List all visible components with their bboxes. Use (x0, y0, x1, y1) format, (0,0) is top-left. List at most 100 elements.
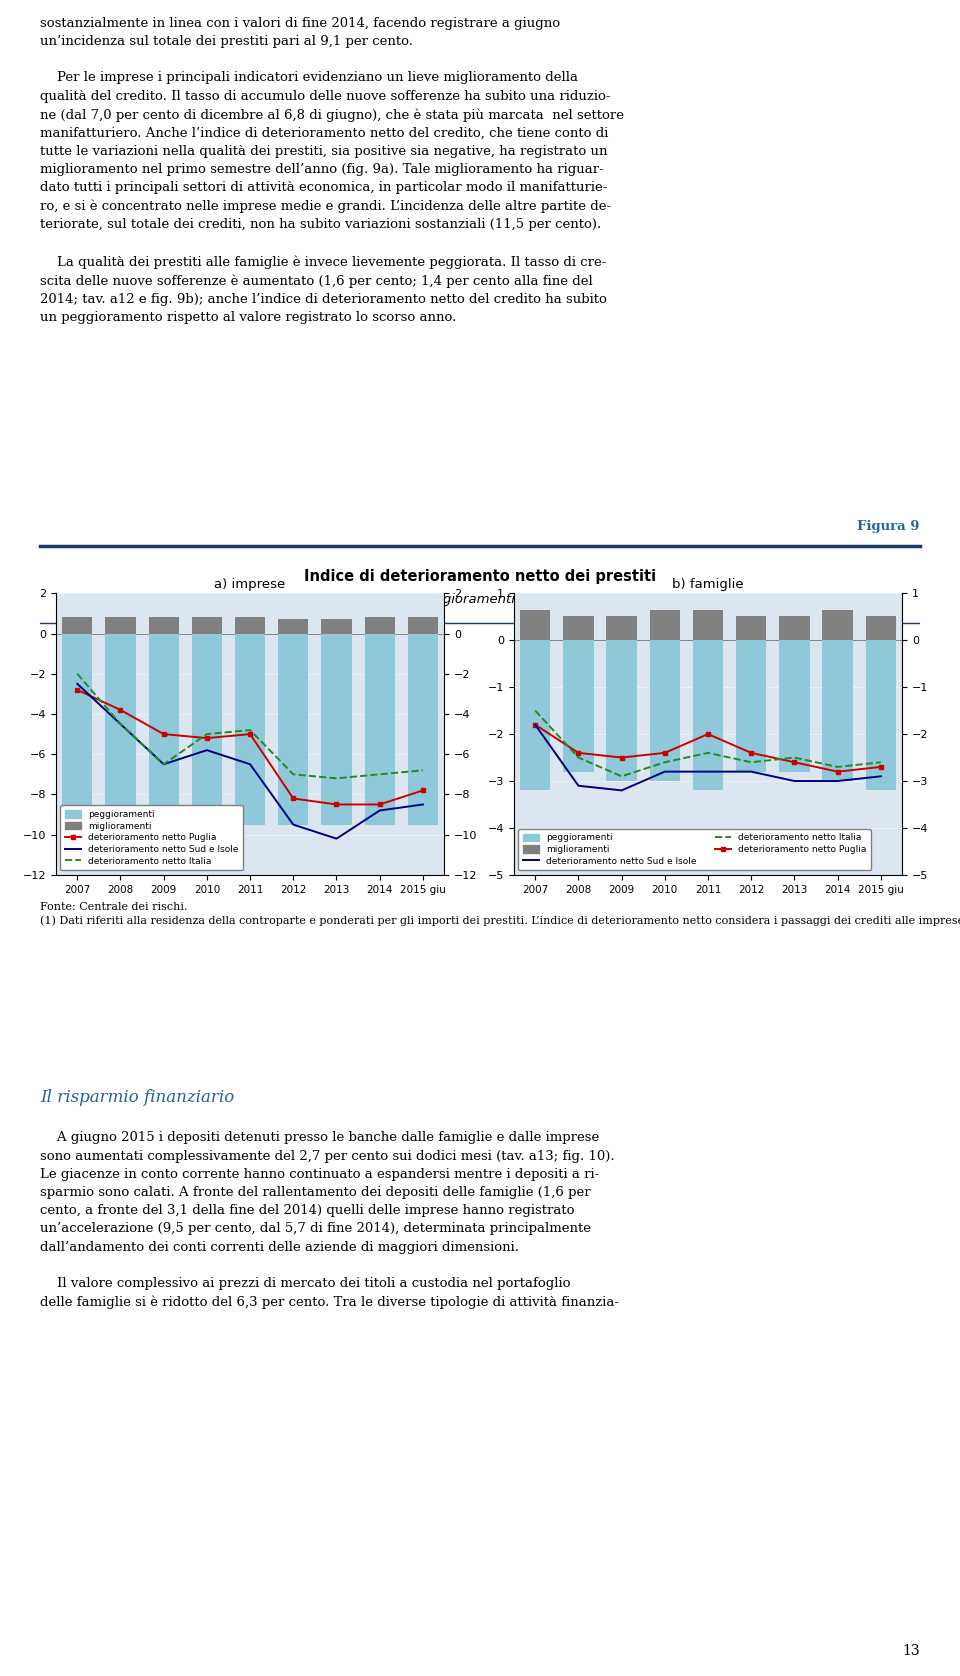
Bar (322, 634, 351, 825)
deterioramento netto Sud e Isole (660, 761, 671, 781)
Bar (192, 617, 222, 634)
deterioramento netto Sud e Isole (288, 815, 300, 835)
deterioramento netto Puglia (71, 680, 83, 701)
deterioramento netto Sud e Isole (572, 776, 584, 796)
Text: Fonte: Centrale dei rischi.
(1) Dati riferiti alla residenza della controparte e: Fonte: Centrale dei rischi. (1) Dati rif… (40, 902, 960, 925)
Text: 13: 13 (902, 1644, 920, 1658)
deterioramento netto Sud e Isole (115, 714, 127, 734)
deterioramento netto Italia (530, 701, 541, 721)
Line: deterioramento netto Puglia: deterioramento netto Puglia (533, 722, 883, 774)
Bar (235, 634, 265, 825)
deterioramento netto Puglia (157, 724, 169, 744)
Bar (278, 620, 308, 634)
Bar (607, 640, 636, 781)
Text: Indice di deterioramento netto dei prestiti: Indice di deterioramento netto dei prest… (304, 570, 656, 583)
deterioramento netto Puglia (530, 714, 541, 734)
Bar (693, 610, 723, 640)
deterioramento netto Sud e Isole (244, 754, 255, 774)
deterioramento netto Italia (660, 753, 671, 773)
Bar (736, 640, 766, 771)
deterioramento netto Italia (703, 742, 714, 763)
deterioramento netto Puglia (115, 701, 127, 721)
Bar (520, 610, 550, 640)
Bar (564, 615, 593, 640)
Bar (823, 640, 852, 781)
deterioramento netto Sud e Isole (703, 761, 714, 781)
deterioramento netto Italia (244, 721, 255, 741)
Bar (564, 640, 593, 771)
Line: deterioramento netto Italia: deterioramento netto Italia (77, 674, 422, 778)
Text: Il risparmio finanziario: Il risparmio finanziario (40, 1089, 234, 1106)
deterioramento netto Italia (373, 764, 385, 784)
Bar (106, 617, 135, 634)
Bar (192, 634, 222, 825)
Legend: peggioramenti, miglioramenti, deterioramento netto Sud e Isole, deterioramento n: peggioramenti, miglioramenti, deterioram… (518, 830, 871, 870)
deterioramento netto Puglia (703, 724, 714, 744)
Bar (408, 617, 438, 634)
Bar (235, 617, 265, 634)
deterioramento netto Italia (572, 747, 584, 768)
deterioramento netto Puglia (373, 794, 385, 815)
Bar (408, 634, 438, 825)
Bar (607, 615, 636, 640)
deterioramento netto Puglia (330, 794, 342, 815)
deterioramento netto Sud e Isole (157, 754, 169, 774)
deterioramento netto Sud e Isole (71, 674, 83, 694)
Text: Figura 9: Figura 9 (857, 520, 920, 533)
Bar (149, 634, 179, 825)
deterioramento netto Italia (202, 724, 213, 744)
deterioramento netto Puglia (660, 742, 671, 763)
deterioramento netto Italia (288, 764, 300, 784)
Bar (736, 615, 766, 640)
deterioramento netto Puglia (876, 758, 887, 778)
deterioramento netto Italia (832, 758, 844, 778)
Bar (365, 617, 395, 634)
Bar (365, 634, 395, 825)
Bar (62, 634, 92, 825)
Line: deterioramento netto Sud e Isole: deterioramento netto Sud e Isole (77, 684, 422, 838)
Bar (278, 634, 308, 825)
deterioramento netto Italia (616, 766, 628, 786)
Bar (62, 617, 92, 634)
Bar (693, 640, 723, 791)
Bar (650, 610, 680, 640)
deterioramento netto Puglia (288, 788, 300, 808)
Bar (322, 620, 351, 634)
deterioramento netto Sud e Isole (417, 794, 428, 815)
Bar (106, 634, 135, 825)
Bar (823, 610, 852, 640)
Bar (650, 640, 680, 781)
deterioramento netto Italia (417, 761, 428, 781)
deterioramento netto Italia (789, 747, 801, 768)
deterioramento netto Puglia (417, 781, 428, 801)
Bar (866, 640, 896, 791)
deterioramento netto Italia (71, 664, 83, 684)
deterioramento netto Italia (746, 753, 757, 773)
Line: deterioramento netto Sud e Isole: deterioramento netto Sud e Isole (536, 724, 881, 791)
deterioramento netto Puglia (616, 747, 628, 768)
deterioramento netto Sud e Isole (330, 828, 342, 848)
Text: (miglioramenti-peggioramenti; valori percentuali): (miglioramenti-peggioramenti; valori per… (316, 593, 644, 607)
deterioramento netto Puglia (202, 727, 213, 747)
deterioramento netto Puglia (244, 724, 255, 744)
Title: a) imprese: a) imprese (214, 578, 286, 590)
deterioramento netto Puglia (746, 742, 757, 763)
Bar (780, 640, 809, 771)
Bar (866, 615, 896, 640)
Legend: peggioramenti, miglioramenti, deterioramento netto Puglia, deterioramento netto : peggioramenti, miglioramenti, deterioram… (60, 806, 243, 870)
deterioramento netto Sud e Isole (832, 771, 844, 791)
deterioramento netto Sud e Isole (876, 766, 887, 786)
Text: sostanzialmente in linea con i valori di fine 2014, facendo registrare a giugno
: sostanzialmente in linea con i valori di… (40, 17, 624, 323)
Line: deterioramento netto Puglia: deterioramento netto Puglia (75, 687, 425, 806)
deterioramento netto Italia (115, 714, 127, 734)
deterioramento netto Sud e Isole (530, 714, 541, 734)
deterioramento netto Puglia (789, 753, 801, 773)
Bar (520, 640, 550, 791)
deterioramento netto Puglia (572, 742, 584, 763)
deterioramento netto Sud e Isole (202, 741, 213, 761)
deterioramento netto Italia (876, 753, 887, 773)
Bar (149, 617, 179, 634)
Line: deterioramento netto Italia: deterioramento netto Italia (536, 711, 881, 776)
deterioramento netto Puglia (832, 761, 844, 781)
Text: A giugno 2015 i depositi detenuti presso le banche dalle famiglie e dalle impres: A giugno 2015 i depositi detenuti presso… (40, 1131, 619, 1309)
